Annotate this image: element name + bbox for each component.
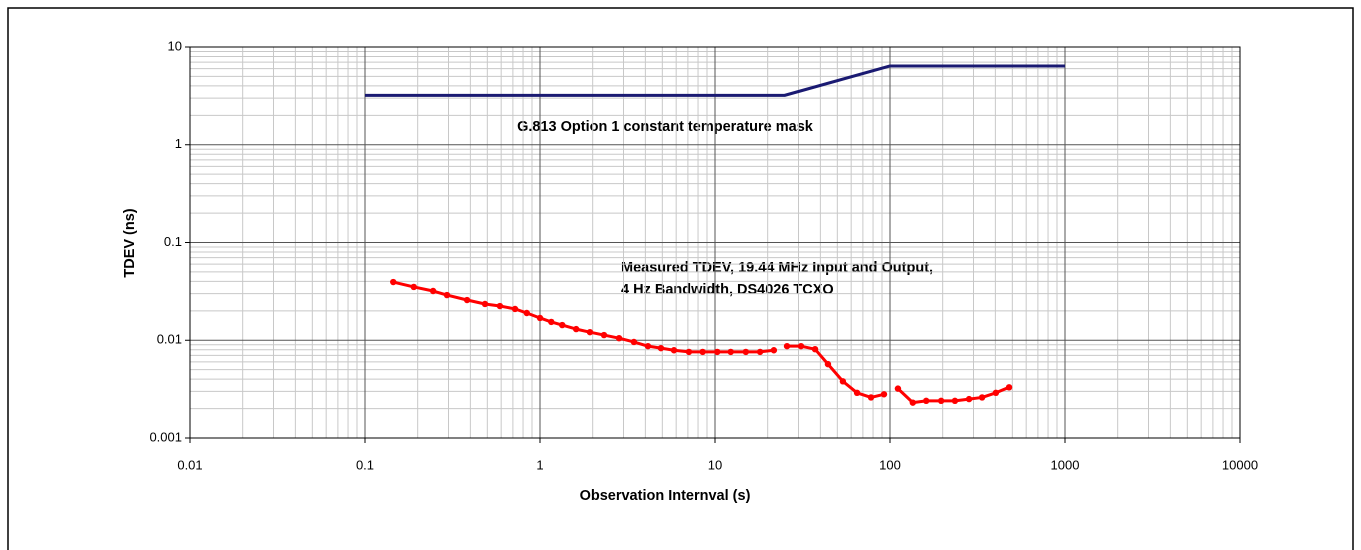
data-point <box>586 328 594 336</box>
data-point <box>894 385 902 392</box>
data-point <box>839 378 847 385</box>
data-point <box>600 331 608 339</box>
data-point <box>443 291 451 299</box>
data-point <box>644 342 652 350</box>
data-point <box>536 314 544 322</box>
x-tick-label: 100 <box>879 457 901 472</box>
plot-border <box>189 46 1241 439</box>
data-point <box>978 394 986 401</box>
data-point <box>992 389 1000 397</box>
data-point <box>429 287 437 295</box>
x-tick-label: 1 <box>536 457 543 472</box>
y-tick-label: 0.001 <box>149 429 182 444</box>
frame <box>7 7 1354 550</box>
y-tick-label: 10 <box>168 38 182 53</box>
data-point <box>951 397 959 405</box>
data-point <box>937 397 945 405</box>
data-point <box>630 338 638 346</box>
data-point <box>548 318 555 326</box>
data-point <box>1005 384 1013 391</box>
data-point <box>756 348 764 356</box>
data-point <box>463 296 471 304</box>
series-line <box>392 280 1010 405</box>
x-tick-label: 10 <box>708 457 722 472</box>
data-point <box>685 348 693 356</box>
data-point <box>523 309 530 317</box>
data-point <box>797 342 805 350</box>
data-point <box>742 348 750 356</box>
x-tick-label: 0.01 <box>177 457 202 472</box>
annotation: 4 Hz Bandwidth, DS4026 TCXO <box>621 282 834 298</box>
x-tick-label: 1000 <box>1051 457 1080 472</box>
y-tick-label: 0.1 <box>164 234 182 249</box>
data-point <box>880 391 888 398</box>
data-point <box>867 394 875 401</box>
series-line <box>365 64 1065 97</box>
data-point <box>714 348 721 356</box>
data-point <box>824 360 832 368</box>
data-point <box>481 300 489 308</box>
data-point <box>390 278 397 286</box>
data-point <box>811 345 819 353</box>
x-tick-label: 10000 <box>1222 457 1258 472</box>
y-tick-label: 0.01 <box>157 332 182 347</box>
data-point <box>783 342 791 350</box>
data-point <box>965 395 973 403</box>
data-point <box>572 325 580 333</box>
data-point <box>727 348 734 356</box>
data-point <box>699 348 706 356</box>
x-axis-label: Observation Internval (s) <box>580 488 751 504</box>
data-point <box>770 347 778 354</box>
annotation: G.813 Option 1 constant temperature mask <box>517 119 814 135</box>
data-point <box>853 389 861 397</box>
x-tick-label: 0.1 <box>356 457 374 472</box>
data-point <box>511 305 519 313</box>
data-point <box>615 334 623 342</box>
data-point <box>496 302 504 310</box>
data-point <box>657 344 665 352</box>
annotation: Measured TDEV, 19.44 MHz Input and Outpu… <box>621 260 933 276</box>
data-point <box>410 283 417 291</box>
data-point <box>670 347 678 354</box>
data-point <box>559 321 566 329</box>
data-point <box>922 397 930 405</box>
data-point <box>909 399 917 406</box>
y-axis-label: TDEV (ns) <box>122 208 138 277</box>
y-tick-label: 1 <box>175 136 182 151</box>
